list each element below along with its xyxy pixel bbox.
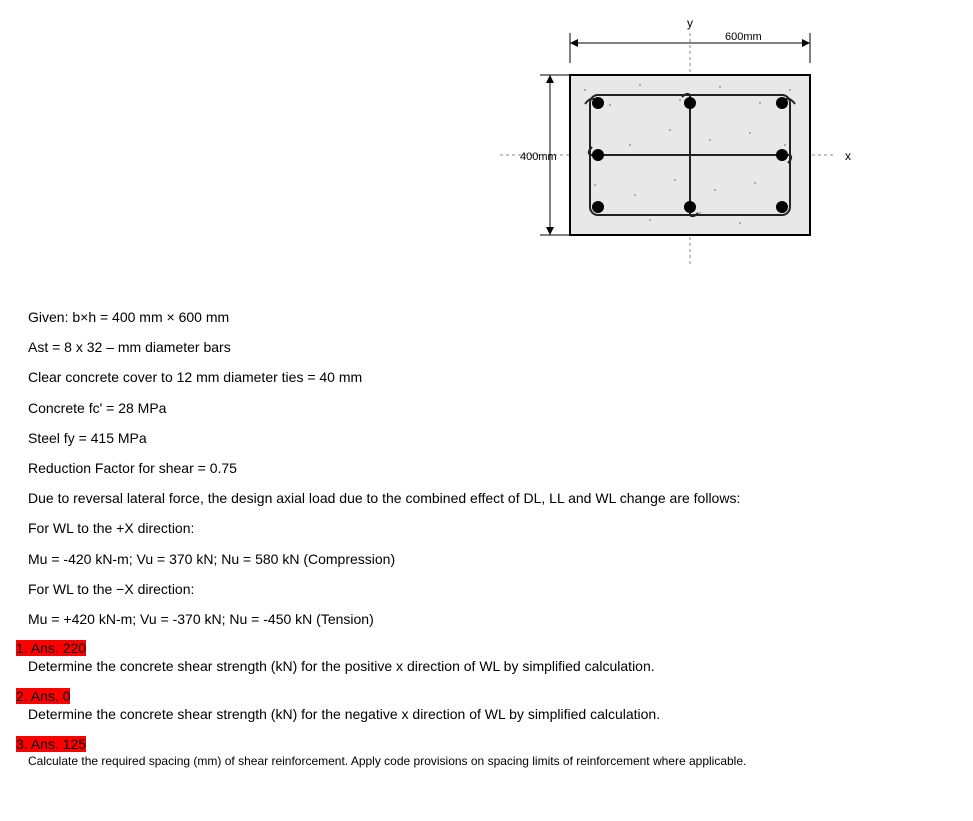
- height-label: 400mm: [520, 151, 557, 163]
- width-arrow-right: [802, 39, 810, 47]
- question-1: Determine the concrete shear strength (k…: [28, 658, 953, 674]
- answer-3-line: 3. Ans. 125: [16, 736, 953, 752]
- given-line-5: Steel fy = 415 MPa: [28, 429, 953, 447]
- given-line-6: Reduction Factor for shear = 0.75: [28, 459, 953, 477]
- given-line-8: For WL to the +X direction:: [28, 519, 953, 537]
- answer-1-line: 1. Ans. 220: [16, 640, 953, 656]
- given-line-2: Ast = 8 x 32 – mm diameter bars: [28, 338, 953, 356]
- y-axis-label: y: [687, 16, 693, 30]
- question-2: Determine the concrete shear strength (k…: [28, 706, 953, 722]
- given-line-11: Mu = +420 kN-m; Vu = -370 kN; Nu = -450 …: [28, 610, 953, 628]
- section-svg: y x 600mm 400mm: [480, 15, 860, 275]
- x-axis-label: x: [845, 149, 851, 163]
- given-line-7: Due to reversal lateral force, the desig…: [28, 489, 953, 507]
- answer-2-line: 2. Ans. 0: [16, 688, 953, 704]
- answer-3: 3. Ans. 125: [16, 736, 86, 752]
- height-arrow-top: [546, 75, 554, 83]
- question-3: Calculate the required spacing (mm) of s…: [28, 754, 953, 768]
- given-line-10: For WL to the −X direction:: [28, 580, 953, 598]
- content-area: Given: b×h = 400 mm × 600 mm Ast = 8 x 3…: [0, 308, 973, 768]
- given-line-4: Concrete fc' = 28 MPa: [28, 399, 953, 417]
- given-line-1: Given: b×h = 400 mm × 600 mm: [28, 308, 953, 326]
- answer-2: 2. Ans. 0: [16, 688, 70, 704]
- height-arrow-bottom: [546, 227, 554, 235]
- cross-section-diagram: y x 600mm 400mm: [480, 15, 860, 278]
- answer-1: 1. Ans. 220: [16, 640, 86, 656]
- width-arrow-left: [570, 39, 578, 47]
- given-line-9: Mu = -420 kN-m; Vu = 370 kN; Nu = 580 kN…: [28, 550, 953, 568]
- width-label: 600mm: [725, 31, 762, 43]
- given-line-3: Clear concrete cover to 12 mm diameter t…: [28, 368, 953, 386]
